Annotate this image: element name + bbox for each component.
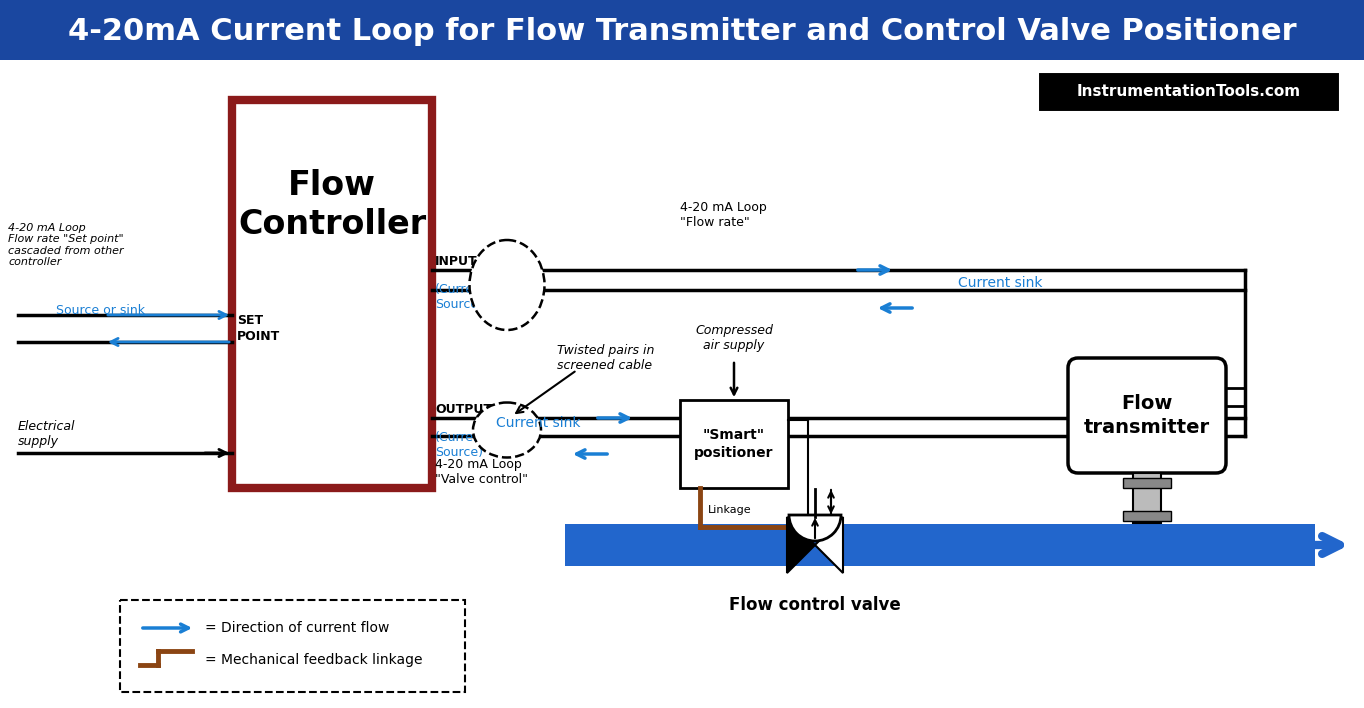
Text: (Current: (Current [435, 283, 487, 296]
Text: Current sink: Current sink [958, 276, 1042, 290]
Text: 4-20mA Current Loop for Flow Transmitter and Control Valve Positioner: 4-20mA Current Loop for Flow Transmitter… [68, 16, 1296, 45]
Text: Compressed
air supply: Compressed air supply [696, 324, 773, 352]
Text: Twisted pairs in
screened cable: Twisted pairs in screened cable [557, 344, 655, 372]
Text: = Direction of current flow: = Direction of current flow [205, 621, 389, 635]
FancyBboxPatch shape [1133, 473, 1161, 523]
FancyBboxPatch shape [120, 600, 465, 692]
FancyBboxPatch shape [1123, 478, 1172, 488]
Text: 4-20 mA Loop
Flow rate "Set point"
cascaded from other
controller: 4-20 mA Loop Flow rate "Set point" casca… [8, 222, 124, 268]
Text: 4-20 mA Loop
"Valve control": 4-20 mA Loop "Valve control" [435, 458, 528, 486]
Text: (Current: (Current [435, 431, 487, 444]
Polygon shape [816, 517, 843, 573]
FancyBboxPatch shape [1068, 358, 1226, 473]
Text: Source): Source) [435, 446, 483, 459]
Text: = Mechanical feedback linkage: = Mechanical feedback linkage [205, 653, 423, 667]
Text: Flow
Controller: Flow Controller [237, 169, 426, 241]
Text: Flow
transmitter: Flow transmitter [1084, 394, 1210, 437]
Text: Source or sink: Source or sink [56, 304, 145, 316]
Text: Linkage: Linkage [708, 505, 752, 515]
FancyBboxPatch shape [232, 100, 432, 488]
Text: "Smart"
positioner: "Smart" positioner [694, 428, 773, 459]
Text: Flow control valve: Flow control valve [730, 596, 900, 614]
Text: INPUT: INPUT [435, 255, 477, 268]
FancyBboxPatch shape [681, 400, 788, 488]
Ellipse shape [469, 240, 544, 330]
Text: Source): Source) [435, 298, 483, 311]
Text: Electrical
supply: Electrical supply [18, 420, 75, 448]
Text: 4-20 mA Loop
"Flow rate": 4-20 mA Loop "Flow rate" [681, 201, 767, 229]
Wedge shape [788, 515, 842, 541]
FancyBboxPatch shape [0, 0, 1364, 60]
Polygon shape [787, 517, 816, 573]
Text: OUTPUT: OUTPUT [435, 403, 492, 416]
Ellipse shape [473, 403, 542, 457]
FancyBboxPatch shape [1123, 511, 1172, 521]
FancyBboxPatch shape [1038, 72, 1339, 112]
FancyBboxPatch shape [565, 524, 1315, 566]
Text: Current sink: Current sink [495, 416, 580, 430]
Text: InstrumentationTools.com: InstrumentationTools.com [1078, 84, 1301, 100]
Text: SET
POINT: SET POINT [237, 314, 280, 343]
